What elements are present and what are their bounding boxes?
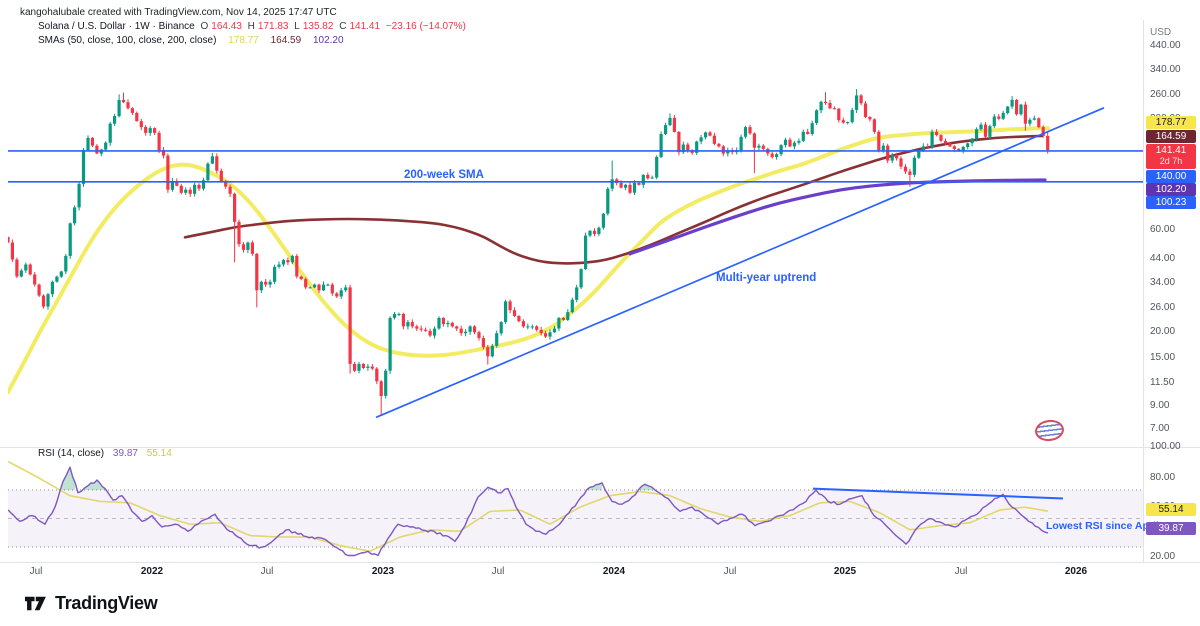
bar-countdown: 2d 7h xyxy=(1159,156,1183,166)
open-value: 164.43 xyxy=(211,21,242,32)
tradingview-logo[interactable]: TradingView xyxy=(24,592,158,615)
time-tick-jul: Jul xyxy=(491,566,505,577)
rsi-tick-label: 20.00 xyxy=(1150,551,1176,562)
low-value: 135.82 xyxy=(302,21,334,32)
sma-legend[interactable]: SMAs (50, close, 100, close, 200, close)… xyxy=(38,35,347,46)
change-value: −23.16 (−14.07%) xyxy=(385,21,466,32)
price-tick-label: 7.00 xyxy=(1150,423,1170,434)
price-tick-label: 11.50 xyxy=(1150,377,1175,388)
low-label: L xyxy=(294,21,300,32)
rsi-label-chip: 39.87 xyxy=(1146,522,1196,535)
price-label-chip: 100.23 xyxy=(1146,196,1196,209)
open-label: O xyxy=(200,21,209,32)
attribution-text: kangohalubale created with TradingView.c… xyxy=(20,7,337,18)
time-tick-jul: Jul xyxy=(723,566,737,577)
rsi-legend[interactable]: RSI (14, close) 39.87 55.14 xyxy=(38,448,172,459)
time-tick-2025: 2025 xyxy=(833,566,857,577)
price-label-chip: 102.20 xyxy=(1146,183,1196,196)
price-tick-label: 44.00 xyxy=(1150,253,1176,264)
price-tick-label: 26.00 xyxy=(1150,302,1176,313)
annotation-lowest-rsi[interactable]: Lowest RSI since April xyxy=(1046,520,1159,532)
price-tick-label: 260.00 xyxy=(1150,89,1181,100)
price-tick-label: 9.00 xyxy=(1150,400,1170,411)
symbol-legend[interactable]: Solana / U.S. Dollar · 1W · Binance O 164… xyxy=(38,21,469,32)
time-tick-2026: 2026 xyxy=(1064,566,1088,577)
time-tick-2022: 2022 xyxy=(140,566,164,577)
price-tick-label: 60.00 xyxy=(1150,224,1176,235)
price-axis-unit: USD xyxy=(1150,27,1172,38)
close-value: 141.41 xyxy=(349,21,381,32)
price-label-chip: 178.77 xyxy=(1146,116,1196,129)
time-tick-2024: 2024 xyxy=(602,566,626,577)
sma100-value: 164.59 xyxy=(270,35,302,46)
rsi-tick-label: 80.00 xyxy=(1150,472,1176,483)
tradingview-wordmark: TradingView xyxy=(55,593,158,613)
price-tick-label: 20.00 xyxy=(1150,326,1176,337)
annotation-multi-year-uptrend[interactable]: Multi-year uptrend xyxy=(716,272,817,284)
close-label: C xyxy=(339,21,347,32)
price-tick-label: 34.00 xyxy=(1150,277,1176,288)
time-tick-jul: Jul xyxy=(954,566,968,577)
high-value: 171.83 xyxy=(257,21,289,32)
time-tick-jul: Jul xyxy=(29,566,43,577)
symbol-title: Solana / U.S. Dollar · 1W · Binance xyxy=(38,21,195,32)
annotation-200w-sma[interactable]: 200-week SMA xyxy=(404,169,484,181)
sma200-value: 102.20 xyxy=(312,35,344,46)
price-tick-label: 440.00 xyxy=(1150,40,1181,51)
price-tick-label: 15.00 xyxy=(1150,352,1176,363)
time-tick-2023: 2023 xyxy=(371,566,395,577)
price-tick-label: 340.00 xyxy=(1150,64,1181,75)
sma-legend-title: SMAs (50, close, 100, close, 200, close) xyxy=(38,35,217,46)
price-label-chip: 141.41 2d 7h xyxy=(1146,144,1196,169)
tradingview-icon xyxy=(24,596,46,611)
high-label: H xyxy=(247,21,255,32)
rsi-tick-label: 100.00 xyxy=(1150,441,1181,452)
time-tick-jul: Jul xyxy=(260,566,274,577)
price-label-chip: 140.00 xyxy=(1146,170,1196,183)
rsi-ma-value: 55.14 xyxy=(146,448,172,459)
rsi-value: 39.87 xyxy=(112,448,138,459)
rsi-legend-title: RSI (14, close) xyxy=(38,448,105,459)
rsi-label-chip: 55.14 xyxy=(1146,503,1196,516)
price-label-chip: 164.59 xyxy=(1146,130,1196,143)
sma50-value: 178.77 xyxy=(228,35,259,46)
